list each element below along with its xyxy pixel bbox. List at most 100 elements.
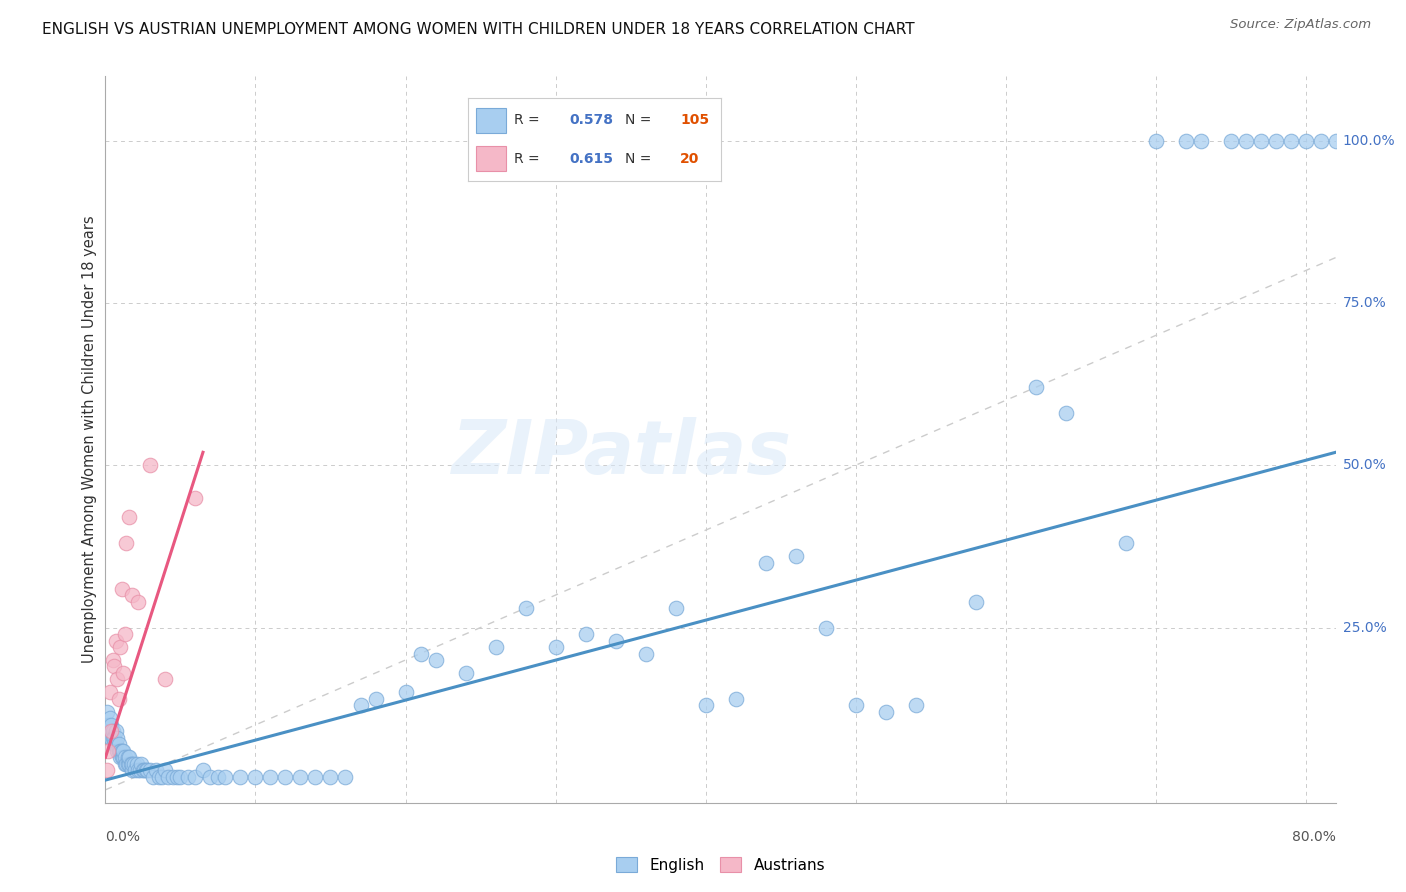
Text: ENGLISH VS AUSTRIAN UNEMPLOYMENT AMONG WOMEN WITH CHILDREN UNDER 18 YEARS CORREL: ENGLISH VS AUSTRIAN UNEMPLOYMENT AMONG W… — [42, 22, 915, 37]
Point — [1250, 134, 1272, 148]
Point — [97, 744, 120, 758]
Point — [259, 770, 281, 784]
Point — [98, 711, 121, 725]
Point — [112, 750, 135, 764]
Point — [96, 764, 118, 778]
Point — [319, 770, 342, 784]
Text: 80.0%: 80.0% — [1292, 830, 1336, 844]
Point — [97, 718, 120, 732]
Point — [112, 744, 135, 758]
Point — [155, 673, 177, 687]
Point — [184, 770, 207, 784]
Point — [115, 536, 138, 550]
Point — [118, 750, 141, 764]
Point — [114, 750, 136, 764]
Point — [129, 764, 152, 778]
Point — [125, 756, 148, 771]
Point — [634, 647, 657, 661]
Point — [136, 764, 159, 778]
Point — [229, 770, 252, 784]
Point — [162, 770, 184, 784]
Point — [515, 601, 537, 615]
Point — [364, 692, 387, 706]
Point — [103, 738, 125, 752]
Point — [544, 640, 567, 654]
Point — [349, 698, 371, 713]
Text: ZIPatlas: ZIPatlas — [453, 417, 792, 491]
Point — [1025, 380, 1047, 394]
Point — [103, 659, 125, 673]
Point — [118, 510, 141, 524]
Text: 75.0%: 75.0% — [1343, 296, 1386, 310]
Point — [135, 764, 157, 778]
Point — [1309, 134, 1331, 148]
Point — [100, 724, 122, 739]
Point — [139, 458, 162, 473]
Point — [148, 770, 170, 784]
Point — [98, 724, 121, 739]
Point — [1054, 406, 1077, 420]
Point — [184, 491, 207, 505]
Point — [304, 770, 326, 784]
Point — [98, 685, 121, 699]
Point — [409, 647, 432, 661]
Point — [101, 731, 124, 745]
Point — [1174, 134, 1197, 148]
Point — [335, 770, 357, 784]
Point — [127, 764, 149, 778]
Point — [1144, 134, 1167, 148]
Point — [177, 770, 200, 784]
Point — [814, 621, 837, 635]
Point — [111, 744, 134, 758]
Point — [142, 770, 165, 784]
Point — [664, 601, 686, 615]
Point — [114, 756, 136, 771]
Point — [124, 764, 146, 778]
Point — [724, 692, 747, 706]
Point — [1234, 134, 1257, 148]
Point — [101, 653, 124, 667]
Point — [785, 549, 807, 563]
Point — [845, 698, 868, 713]
Point — [1279, 134, 1302, 148]
Point — [107, 731, 129, 745]
Point — [114, 627, 136, 641]
Point — [1115, 536, 1137, 550]
Point — [107, 744, 129, 758]
Point — [1264, 134, 1286, 148]
Point — [904, 698, 927, 713]
Text: 50.0%: 50.0% — [1343, 458, 1386, 472]
Text: Source: ZipAtlas.com: Source: ZipAtlas.com — [1230, 18, 1371, 31]
Point — [1354, 134, 1376, 148]
Point — [108, 744, 131, 758]
Point — [131, 756, 153, 771]
Point — [1219, 134, 1241, 148]
Point — [104, 724, 127, 739]
Point — [111, 750, 134, 764]
Point — [875, 705, 897, 719]
Point — [605, 633, 627, 648]
Point — [394, 685, 416, 699]
Point — [110, 744, 132, 758]
Point — [121, 588, 143, 602]
Point — [96, 705, 118, 719]
Point — [574, 627, 596, 641]
Point — [139, 764, 162, 778]
Point — [157, 770, 180, 784]
Point — [100, 731, 122, 745]
Point — [290, 770, 312, 784]
Point — [132, 764, 155, 778]
Point — [207, 770, 229, 784]
Point — [191, 764, 214, 778]
Point — [695, 698, 717, 713]
Point — [155, 764, 177, 778]
Point — [454, 665, 477, 680]
Point — [1369, 134, 1392, 148]
Point — [121, 764, 143, 778]
Point — [111, 582, 134, 596]
Point — [110, 750, 132, 764]
Point — [110, 640, 132, 654]
Point — [169, 770, 191, 784]
Point — [122, 756, 145, 771]
Point — [152, 770, 174, 784]
